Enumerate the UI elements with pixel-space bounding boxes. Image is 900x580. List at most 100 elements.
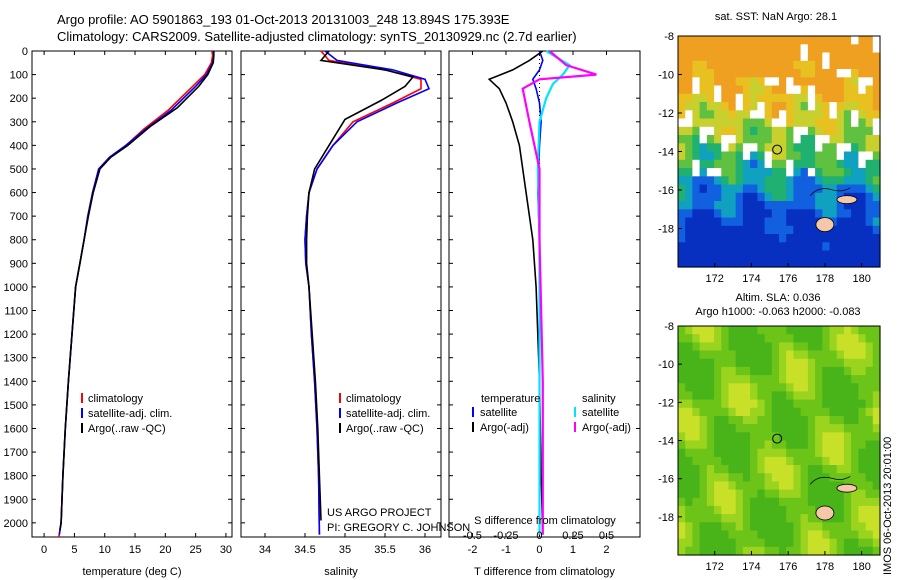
map-cell [771, 85, 780, 95]
map-cell [685, 416, 693, 425]
map-cell [714, 481, 722, 491]
map-cell [822, 126, 831, 136]
map-cell [815, 242, 823, 252]
map-cell [786, 522, 794, 532]
map-cell [872, 407, 881, 417]
map-cell [865, 242, 874, 252]
map-cell [836, 60, 845, 70]
map-cell [793, 209, 802, 219]
map-cell [735, 234, 744, 243]
map-cell [836, 538, 845, 548]
map-cell [858, 530, 867, 540]
map-cell [714, 538, 722, 548]
map-cell [872, 326, 881, 335]
map-cell [800, 242, 809, 252]
map-cell [757, 366, 766, 376]
map-cell [786, 416, 794, 425]
map-cell [807, 36, 816, 45]
map-cell [786, 44, 794, 54]
map-cell [829, 366, 838, 376]
map-cell [793, 102, 802, 111]
map-cell [742, 159, 751, 169]
map-cell [735, 209, 744, 219]
map-cell [829, 358, 838, 368]
map-cell [851, 375, 859, 384]
x-tick-label-top: 0 [536, 530, 542, 542]
map-cell [706, 326, 715, 335]
map-cell [742, 250, 751, 260]
map-cell [779, 465, 787, 474]
map-cell [786, 159, 794, 169]
map-cell [706, 135, 715, 144]
map-cell [764, 36, 773, 45]
map-cell [706, 407, 715, 417]
map-cell [872, 522, 881, 532]
map-cell [800, 36, 809, 45]
map-cell [699, 151, 708, 161]
map-cell [865, 36, 874, 45]
map-cell [757, 184, 766, 194]
map-y-tick-label: -10 [658, 70, 674, 82]
map-cell [843, 69, 852, 78]
map-cell [678, 234, 686, 243]
map-cell [721, 448, 730, 458]
map-cell [800, 383, 809, 393]
map-cell [678, 358, 686, 368]
map-cell [815, 44, 823, 54]
map-cell [706, 159, 715, 169]
map-cell [742, 432, 751, 442]
map-cell [865, 126, 874, 136]
legend-label: Argo(-adj) [582, 422, 631, 434]
series-line [305, 50, 415, 521]
map-cell [706, 118, 715, 128]
map-cell [750, 168, 758, 177]
map-cell [721, 399, 730, 409]
map-cell [714, 375, 722, 384]
map-cell [793, 522, 802, 532]
map-cell [865, 151, 874, 161]
map-cell [836, 151, 845, 161]
map-cell [735, 432, 744, 442]
map-cell [757, 530, 766, 540]
map-cell [800, 440, 809, 450]
map-cell [836, 530, 845, 540]
map-cell [699, 110, 708, 120]
x-tick-label: 2 [603, 544, 609, 556]
map-cell [728, 546, 737, 556]
map-cell [678, 135, 686, 144]
map-cell [706, 250, 715, 260]
map-cell [815, 440, 823, 450]
map-cell [800, 514, 809, 523]
map-cell [678, 440, 686, 450]
map-cell [771, 407, 780, 417]
map-cell [872, 514, 881, 523]
map-cell [786, 201, 794, 210]
map-cell [764, 473, 773, 482]
map-x-tick-label: 178 [816, 273, 834, 285]
map-cell [858, 342, 867, 352]
map-cell [714, 391, 722, 401]
map-cell [771, 159, 780, 169]
map-cell [865, 424, 874, 433]
map-cell [750, 44, 758, 54]
map-cell [807, 118, 816, 128]
map-cell [721, 481, 730, 491]
map-cell [750, 69, 758, 78]
map-cell [872, 258, 881, 268]
map-cell [699, 184, 708, 194]
map-cell [858, 258, 867, 268]
map-cell [721, 416, 730, 425]
map-cell [779, 456, 787, 466]
map-cell [836, 184, 845, 194]
map-cell [779, 440, 787, 450]
map-cell [829, 456, 838, 466]
map-cell [692, 514, 701, 523]
map-cell [706, 538, 715, 548]
map-cell [872, 102, 881, 111]
map-cell [757, 326, 766, 335]
map-cell [678, 44, 686, 54]
map-cell [872, 546, 881, 556]
map-cell [843, 399, 852, 409]
map-cell [750, 151, 758, 161]
map-cell [793, 489, 802, 499]
